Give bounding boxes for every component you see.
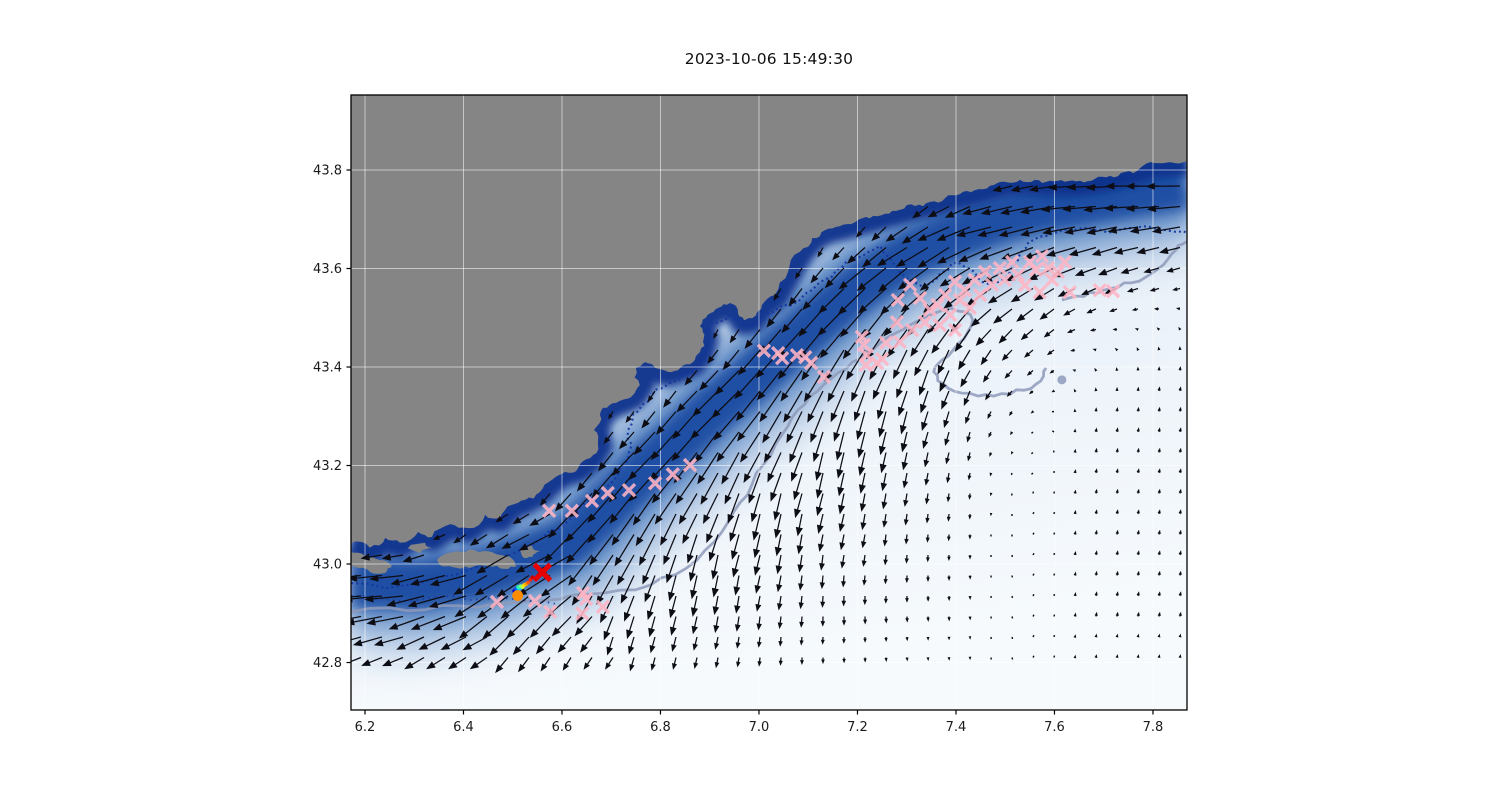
island	[520, 545, 540, 558]
x-tick-label: 7.6	[1044, 720, 1065, 735]
drifter-position-x	[890, 292, 906, 308]
drifter-position-x	[992, 260, 1008, 276]
drifter-position-x	[600, 485, 615, 501]
drifter-position-x	[932, 317, 947, 333]
drifter-position-x	[917, 314, 933, 330]
drifter-position-x	[647, 476, 663, 491]
y-tick-label: 42.8	[313, 656, 342, 671]
drifter-position-x	[803, 355, 819, 371]
drifter-position-x	[942, 307, 958, 323]
drifter-position-x	[1032, 284, 1047, 300]
x-tick-label: 7.2	[847, 720, 868, 735]
drifter-position-x	[595, 599, 611, 615]
drifter-position-x	[489, 594, 505, 610]
x-tick-label: 6.8	[650, 720, 671, 735]
peninsula	[351, 552, 393, 574]
isobath-contour-fragment	[1057, 375, 1067, 385]
drifter-position-x	[1105, 283, 1121, 299]
current-position-marker	[532, 562, 553, 583]
drifter-position-x	[878, 335, 894, 351]
drifter-position-x	[1050, 264, 1066, 280]
x-tick-label: 6.6	[552, 720, 573, 735]
drifter-position-x	[889, 314, 905, 330]
drifter-position-x	[584, 493, 600, 509]
grid-lines	[351, 95, 1187, 710]
land-mass	[351, 95, 1187, 548]
drifter-position-x	[621, 482, 637, 498]
axis-ticks: 6.2 6.4 6.6 6.8 7.0 7.2 7.4 7.6 7.8 42.8 43.0 43.2 4…	[313, 164, 1163, 735]
drifter-position-x	[892, 334, 908, 350]
drifter-position-x	[682, 457, 698, 473]
map-ocean	[351, 95, 1187, 710]
drifter-position-x	[1040, 260, 1056, 276]
drifter-position-x	[1010, 267, 1026, 283]
drifter-position-x	[930, 297, 945, 313]
current-vector-field	[351, 182, 1182, 674]
release-point-marker	[512, 590, 524, 601]
drifter-position-x	[874, 351, 890, 367]
drifter-position-x	[967, 272, 982, 288]
drifter-position-x	[564, 503, 580, 519]
drifter-position-x	[1028, 262, 1043, 278]
observation-markers	[489, 248, 1121, 621]
drifter-position-x	[922, 302, 938, 318]
y-tick-label: 43.2	[313, 459, 342, 474]
x-tick-label: 6.2	[355, 720, 376, 735]
drifter-position-x	[962, 300, 977, 316]
drifter-position-x	[542, 604, 558, 619]
trajectory-point	[526, 580, 530, 585]
x-tick-label: 6.4	[453, 720, 474, 735]
drifter-position-x	[912, 290, 928, 306]
y-tick-label: 43.4	[313, 361, 342, 376]
drifter-position-x	[858, 357, 874, 373]
drifter-position-x	[816, 369, 832, 385]
isobath-contour-navy-dotted	[351, 225, 1187, 590]
drifter-position-x	[972, 287, 988, 303]
drifter-position-x	[904, 322, 920, 338]
drifter-position-x	[902, 277, 918, 292]
drifter-position-x	[957, 282, 973, 298]
drifter-position-x	[1034, 248, 1050, 264]
y-tick-label: 43.8	[313, 164, 342, 179]
x-tick-label: 7.8	[1143, 720, 1164, 735]
x-tick-label: 7.4	[946, 720, 967, 735]
drifter-position-x	[578, 591, 594, 607]
y-tick-label: 43.6	[313, 262, 342, 277]
plot-title: 2023-10-06 15:49:30	[684, 50, 854, 68]
drifter-position-x	[856, 337, 872, 353]
drifter-position-x	[665, 467, 680, 482]
drifter-position-x	[977, 264, 993, 280]
y-tick-label: 43.0	[313, 558, 342, 573]
drifter-position-x	[756, 343, 772, 358]
island	[407, 542, 432, 554]
x-tick-label: 7.0	[749, 720, 770, 735]
drifter-position-x	[541, 503, 557, 519]
drifter-position-x	[984, 277, 1000, 292]
drifter-position-x	[1057, 254, 1073, 270]
drifter-position-x	[947, 322, 963, 338]
drifter-position-x	[574, 606, 590, 621]
drifter-position-x	[1017, 278, 1033, 293]
drifter-position-x	[527, 593, 543, 609]
drifter-position-x	[1062, 284, 1077, 300]
drifter-position-x	[1092, 282, 1107, 298]
drifter-position-x	[774, 350, 790, 366]
drifter-position-x	[937, 287, 953, 303]
drifter-position-x	[1004, 254, 1020, 270]
drifter-position-x	[997, 272, 1012, 288]
plot-frame	[350, 94, 1188, 711]
